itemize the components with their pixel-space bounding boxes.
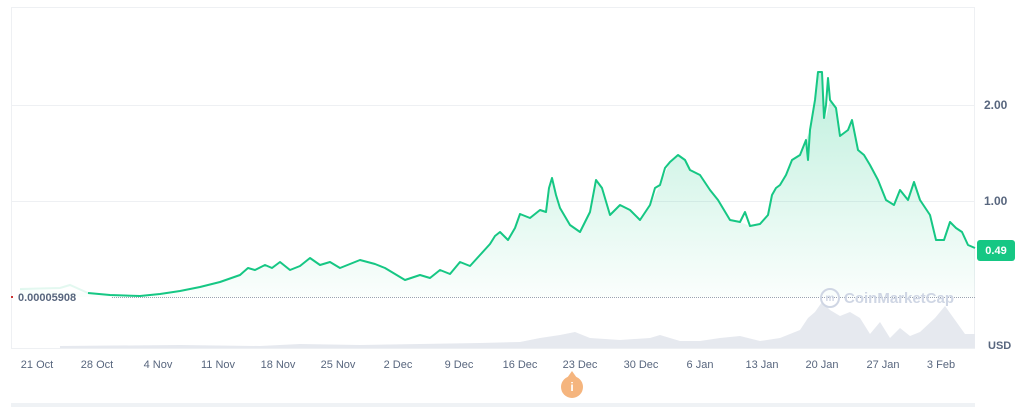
price-line [87, 71, 976, 297]
x-label-30-dec: 30 Dec [623, 359, 659, 371]
price-area [20, 72, 975, 297]
x-label-2-dec: 2 Dec [383, 359, 413, 371]
plot-frame [11, 7, 975, 348]
watermark-text: CoinMarketCap [844, 289, 955, 307]
x-label-13-jan: 13 Jan [745, 359, 779, 371]
y-axis-label-1: 1.00 [984, 194, 1008, 208]
gridline-2 [11, 105, 975, 106]
x-label-20-jan: 20 Jan [805, 359, 839, 371]
y-axis-label-2: 2.00 [984, 98, 1008, 112]
currency-label: USD [988, 340, 1012, 352]
x-axis-line [11, 348, 975, 349]
x-label-11-nov: 11 Nov [200, 359, 236, 371]
coinmarketcap-watermark: m CoinMarketCap [820, 288, 954, 308]
current-price-badge: 0.49 [977, 240, 1015, 261]
pre-launch-line [19, 283, 89, 294]
info-icon: i [570, 380, 574, 394]
x-label-28-oct: 28 Oct [80, 359, 114, 371]
x-label-18-nov: 18 Nov [260, 359, 296, 371]
x-label-21-oct: 21 Oct [20, 359, 54, 371]
baseline-price-label: 0.00005908 [18, 292, 77, 304]
x-label-23-dec: 23 Dec [562, 359, 598, 371]
range-scrollbar[interactable] [11, 403, 975, 407]
volume-bars [60, 302, 975, 348]
x-label-6-jan: 6 Jan [686, 359, 714, 371]
x-label-4-nov: 4 Nov [143, 359, 173, 371]
x-label-9-dec: 9 Dec [444, 359, 474, 371]
x-label-16-dec: 16 Dec [502, 359, 538, 371]
baseline-dotted-line [112, 297, 975, 298]
x-label-3-feb: 3 Feb [926, 359, 956, 371]
x-label-27-jan: 27 Jan [866, 359, 900, 371]
baseline-marker [11, 296, 13, 298]
x-label-25-nov: 25 Nov [320, 359, 356, 371]
coinmarketcap-logo-icon: m [820, 288, 840, 308]
event-info-marker[interactable]: i [561, 371, 583, 398]
gridline-1 [11, 201, 975, 202]
